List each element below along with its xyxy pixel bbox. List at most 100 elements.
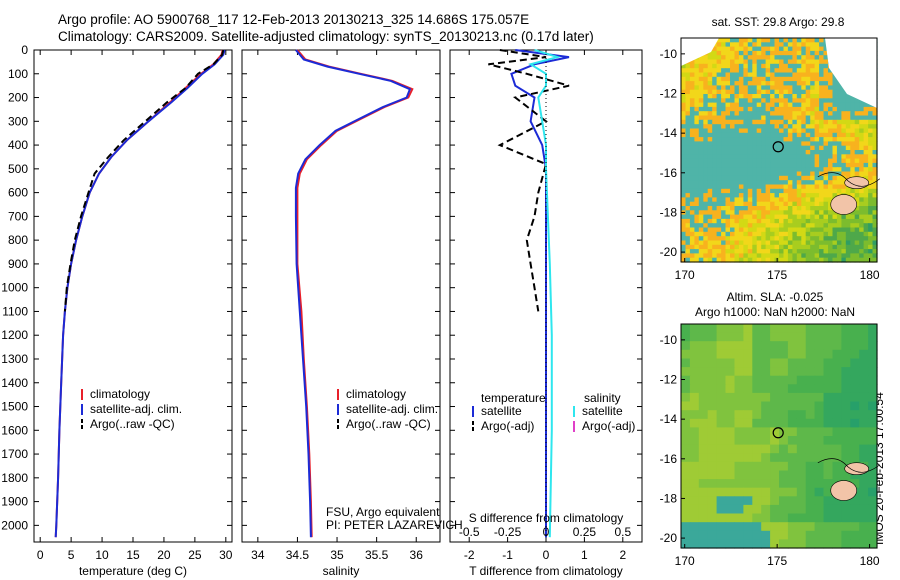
map-cell <box>752 358 762 368</box>
map-cell <box>707 341 718 351</box>
map-cell <box>756 102 762 108</box>
map-cell <box>725 206 731 211</box>
map-cell <box>734 197 740 203</box>
map-cell <box>868 206 874 211</box>
map-cell <box>761 513 771 523</box>
map-cell <box>712 223 718 229</box>
map-cell <box>730 158 736 164</box>
map-cell <box>796 367 807 377</box>
map-cell <box>721 85 727 91</box>
map-cell <box>752 171 758 177</box>
map-cell <box>707 479 718 489</box>
map-cell <box>787 210 793 216</box>
map-cell <box>689 184 695 190</box>
map-cell <box>725 214 731 220</box>
map-cell <box>707 253 713 259</box>
map-cell <box>703 150 709 155</box>
map-cell <box>716 210 722 216</box>
map-cell <box>779 167 785 173</box>
map-cell <box>725 522 735 532</box>
map-cell <box>689 137 695 142</box>
map-cell <box>787 68 793 74</box>
y-tick-label: 300 <box>8 114 28 128</box>
map-cell <box>859 223 865 229</box>
map-cell <box>792 227 798 233</box>
map-cell <box>761 231 767 237</box>
map-cell <box>819 231 825 237</box>
map-cell <box>738 63 744 69</box>
map-cell <box>743 410 753 420</box>
map-cell <box>716 180 722 186</box>
sst-map-title: sat. SST: 29.8 Argo: 29.8 <box>712 15 845 29</box>
map-cell <box>841 162 847 168</box>
map-cell <box>819 94 825 99</box>
argo-location-marker <box>772 427 784 439</box>
map-cell <box>832 218 838 224</box>
map-cell <box>872 124 878 130</box>
map-cell <box>823 539 833 549</box>
map-cell <box>681 240 687 246</box>
map-cell <box>868 470 878 480</box>
map-cell <box>761 530 771 540</box>
map-cell <box>770 236 776 242</box>
map-cell <box>810 81 816 86</box>
map-cell <box>792 193 798 198</box>
map-cell <box>716 119 722 125</box>
map-cell <box>730 106 736 112</box>
map-cell <box>796 197 802 203</box>
map-cell <box>698 167 704 173</box>
map-cell <box>698 81 704 86</box>
map-cell <box>752 128 758 134</box>
map-cell <box>743 214 749 220</box>
map-cell <box>761 106 767 112</box>
map-cell <box>832 223 838 229</box>
map-cell <box>868 132 874 138</box>
map-cell <box>756 193 762 198</box>
map-cell <box>712 162 718 168</box>
map-cell <box>681 158 687 164</box>
map-cell <box>779 184 785 190</box>
map-cell <box>859 154 865 160</box>
map-cell <box>787 150 793 155</box>
map-cell <box>792 119 798 125</box>
map-cell <box>805 487 816 497</box>
map-cell <box>681 145 687 151</box>
map-cell <box>689 341 700 351</box>
map-cell <box>721 162 727 168</box>
map-cell <box>716 197 722 203</box>
map-cell <box>743 119 749 125</box>
map-cell <box>698 59 704 65</box>
map-cell <box>738 218 744 224</box>
map-cell <box>685 223 691 229</box>
map-cell <box>828 98 834 104</box>
map-cell <box>779 461 789 471</box>
map-cell <box>716 461 727 471</box>
map-cell <box>814 42 820 48</box>
map-cell <box>747 162 753 168</box>
map-cell <box>823 85 829 91</box>
map-cell <box>872 244 878 250</box>
map-cell <box>703 214 709 220</box>
map-cell <box>787 530 798 540</box>
map-cell <box>738 50 744 56</box>
map-cell <box>694 158 700 164</box>
map-cell <box>823 341 833 351</box>
map-cell <box>756 175 762 181</box>
map-cell <box>761 358 771 368</box>
map-cell <box>801 50 807 56</box>
map-cell <box>787 244 793 250</box>
map-cell <box>685 154 691 160</box>
map-cell <box>779 244 785 250</box>
map-cell <box>872 145 878 151</box>
map-cell <box>832 470 842 480</box>
map-cell <box>836 154 842 160</box>
map-cell <box>725 358 735 368</box>
map-cell <box>850 98 856 104</box>
map-cell <box>712 132 718 138</box>
map-cell <box>765 231 771 237</box>
map-cell <box>716 46 722 52</box>
map-cell <box>787 85 793 91</box>
map-cell <box>712 167 718 173</box>
map-cell <box>765 98 771 104</box>
map-cell <box>761 349 771 359</box>
